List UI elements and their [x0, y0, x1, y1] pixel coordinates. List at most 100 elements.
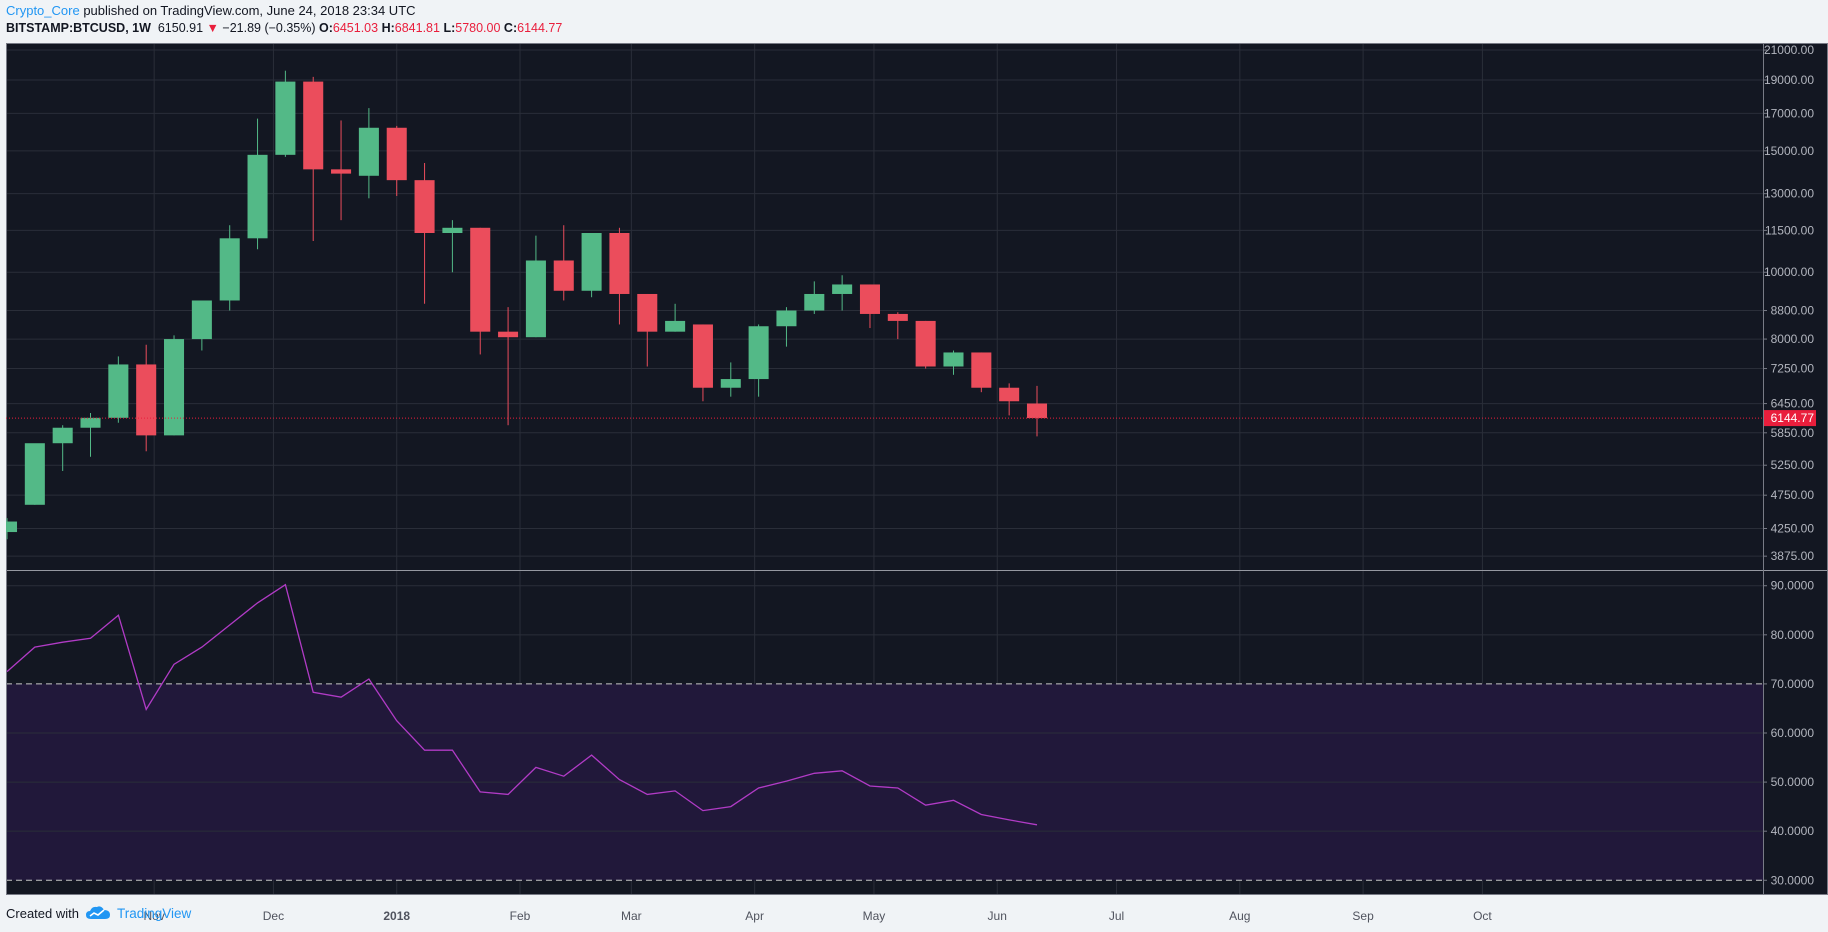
x-tick-label: May [863, 909, 886, 923]
y-tick-label: 21000.00 [1764, 43, 1814, 57]
candle-body [358, 127, 379, 176]
candle [748, 324, 769, 397]
candle-body [80, 417, 101, 428]
x-tick-label: Jul [1109, 909, 1124, 923]
y-tick-label: 3875.00 [1771, 549, 1815, 563]
last-price-tag [1764, 410, 1816, 427]
candle [804, 281, 825, 314]
high-label: H: [381, 21, 395, 35]
price-pane [6, 43, 1763, 570]
candle-body [1026, 403, 1048, 419]
candle [665, 303, 686, 332]
price-axis [1763, 43, 1828, 895]
candles [6, 70, 1048, 540]
y-tick-label: 6450.00 [1771, 397, 1815, 411]
candle [637, 293, 658, 367]
close-label: C: [503, 21, 518, 35]
candle-body [720, 379, 741, 388]
y-tick-label: 8000.00 [1771, 332, 1815, 346]
candle [275, 70, 296, 157]
candle [859, 284, 880, 329]
x-tick-label: Sep [1352, 909, 1374, 923]
candle-body [386, 127, 407, 181]
candle-body [470, 227, 491, 332]
candle-body [609, 233, 630, 294]
candle-body [832, 284, 853, 294]
candle-body [219, 238, 240, 301]
candle-body [52, 427, 73, 444]
y-tick-label: 5250.00 [1771, 458, 1815, 472]
candle-body [525, 260, 546, 338]
candle [525, 235, 546, 338]
rsi-tick-label: 40.0000 [1771, 824, 1815, 838]
low-value: 5780.00 [455, 21, 501, 35]
rsi-tick-label: 60.0000 [1771, 726, 1815, 740]
candle [609, 227, 630, 325]
candle [887, 312, 908, 340]
x-tick-label: Mar [621, 909, 642, 923]
candle-body [553, 260, 574, 291]
candle-body [442, 227, 463, 234]
y-tick-label: 15000.00 [1764, 144, 1814, 158]
candle-body [943, 352, 964, 367]
candle-body [999, 387, 1020, 402]
symbol-label[interactable]: BITSTAMP:BTCUSD, 1W [6, 21, 151, 35]
y-tick-label: 4250.00 [1771, 521, 1815, 535]
candle [999, 383, 1020, 416]
x-tick-label: 2018 [383, 909, 410, 923]
candle [1026, 385, 1048, 437]
rsi-tick-label: 80.0000 [1771, 628, 1815, 642]
candle [331, 120, 352, 221]
candle-body [887, 313, 908, 321]
candle [915, 320, 936, 369]
candle [80, 412, 101, 457]
candle [24, 443, 45, 505]
candle [164, 335, 185, 436]
candle [386, 125, 407, 196]
tradingview-link[interactable]: TradingView [116, 905, 192, 921]
candle-body [971, 352, 992, 388]
y-tick-label: 19000.00 [1764, 73, 1814, 87]
candle-body [665, 320, 686, 332]
candle-body [136, 364, 157, 436]
rsi-tick-label: 90.0000 [1771, 579, 1815, 593]
candle-body [331, 169, 352, 174]
candle [52, 425, 73, 471]
y-tick-label: 4750.00 [1771, 488, 1815, 502]
candle [219, 225, 240, 311]
author-link[interactable]: Crypto_Core [6, 3, 80, 18]
candle [247, 118, 268, 250]
candle [581, 233, 602, 298]
y-tick-label: 5850.00 [1771, 426, 1815, 440]
candle-body [191, 300, 212, 340]
candle-body [637, 293, 658, 332]
y-tick-label: 10000.00 [1764, 265, 1814, 279]
change-value: −21.89 (−0.35%) [222, 21, 316, 35]
tradingview-cloud-icon [85, 906, 110, 919]
candle-body [776, 310, 797, 327]
candle [943, 350, 964, 375]
low-label: L: [443, 21, 456, 35]
created-with-text: Created with [6, 905, 79, 921]
candle-body [859, 284, 880, 314]
x-tick-label: Nov [143, 909, 164, 923]
candle-body [748, 326, 769, 380]
candle-body [6, 521, 18, 533]
candle [498, 307, 519, 426]
candle [191, 300, 212, 351]
candle [358, 108, 379, 199]
y-tick-label: 13000.00 [1764, 187, 1814, 201]
y-tick-label: 8800.00 [1771, 304, 1815, 318]
y-tick-label: 7250.00 [1771, 362, 1815, 376]
candle [6, 518, 18, 540]
publish-info: Crypto_Core published on TradingView.com… [6, 3, 416, 21]
candle [108, 356, 129, 423]
candle-body [498, 331, 519, 338]
candle-body [915, 320, 936, 367]
high-value: 6841.81 [394, 21, 440, 35]
y-tick-label: 17000.00 [1764, 106, 1814, 120]
candle [414, 163, 435, 304]
x-tick-label: Feb [510, 909, 531, 923]
candle-body [581, 233, 602, 291]
